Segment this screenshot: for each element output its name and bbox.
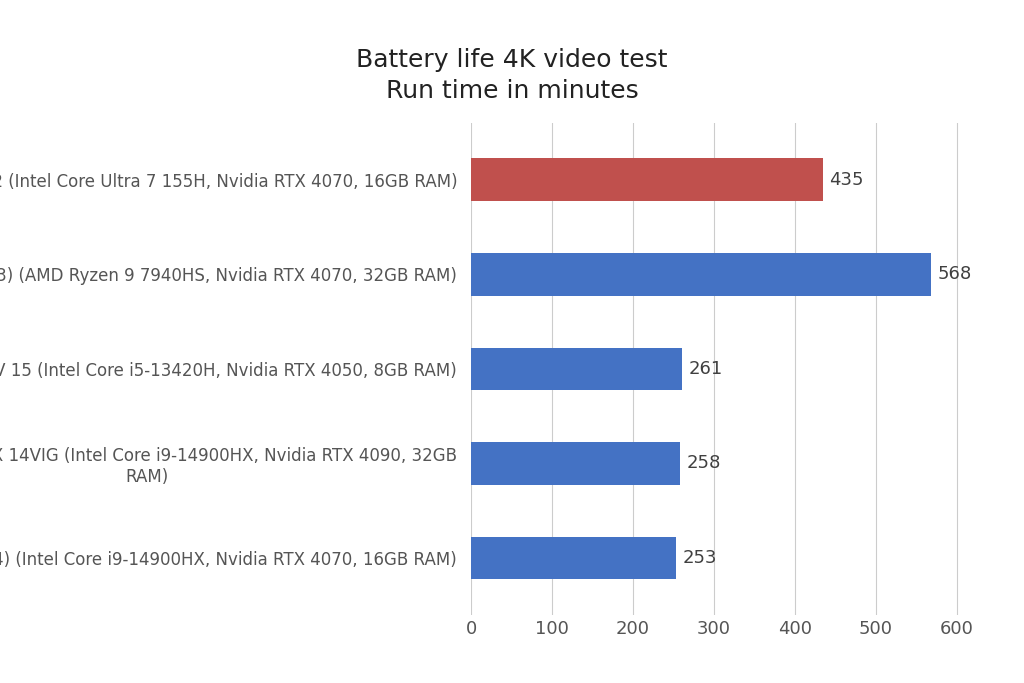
Text: 568: 568 — [937, 265, 972, 283]
Bar — [471, 158, 823, 201]
Text: Battery life 4K video test
Run time in minutes: Battery life 4K video test Run time in m… — [356, 48, 668, 103]
Bar — [471, 537, 676, 579]
Bar — [471, 253, 931, 296]
Bar — [471, 442, 680, 485]
Text: 261: 261 — [689, 360, 723, 378]
Text: 435: 435 — [829, 171, 864, 189]
Text: 258: 258 — [686, 454, 721, 473]
Bar — [471, 348, 682, 390]
Text: 253: 253 — [682, 549, 717, 567]
